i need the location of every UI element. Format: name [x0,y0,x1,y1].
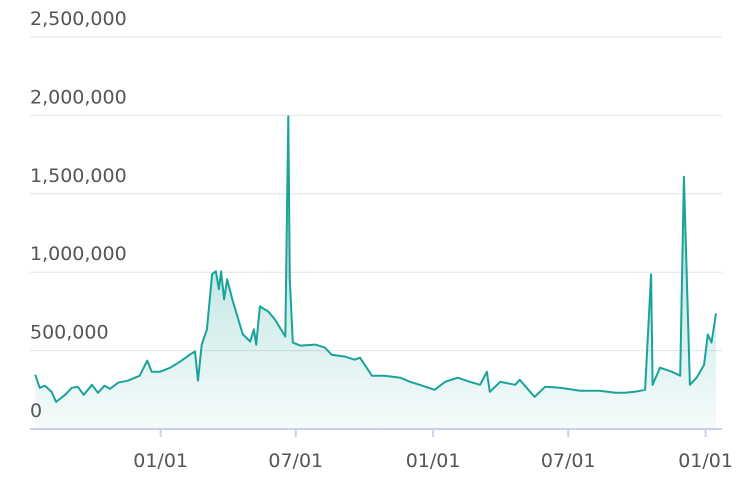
area [35,116,716,430]
y-tick-label: 2,500,000 [30,8,127,30]
x-tick-label: 01/01 [678,450,733,472]
line [34,115,717,403]
y-tick-label: 1,500,000 [30,165,127,187]
x-tick-label: 07/01 [541,450,596,472]
y-tick-label: 2,000,000 [30,86,127,108]
y-tick-label: 1,000,000 [30,243,127,265]
x-tick-label: 01/01 [406,450,461,472]
x-tick-label: 01/01 [133,450,188,472]
x-tick-label: 07/01 [268,450,323,472]
y-tick-label: 500,000 [30,322,109,344]
